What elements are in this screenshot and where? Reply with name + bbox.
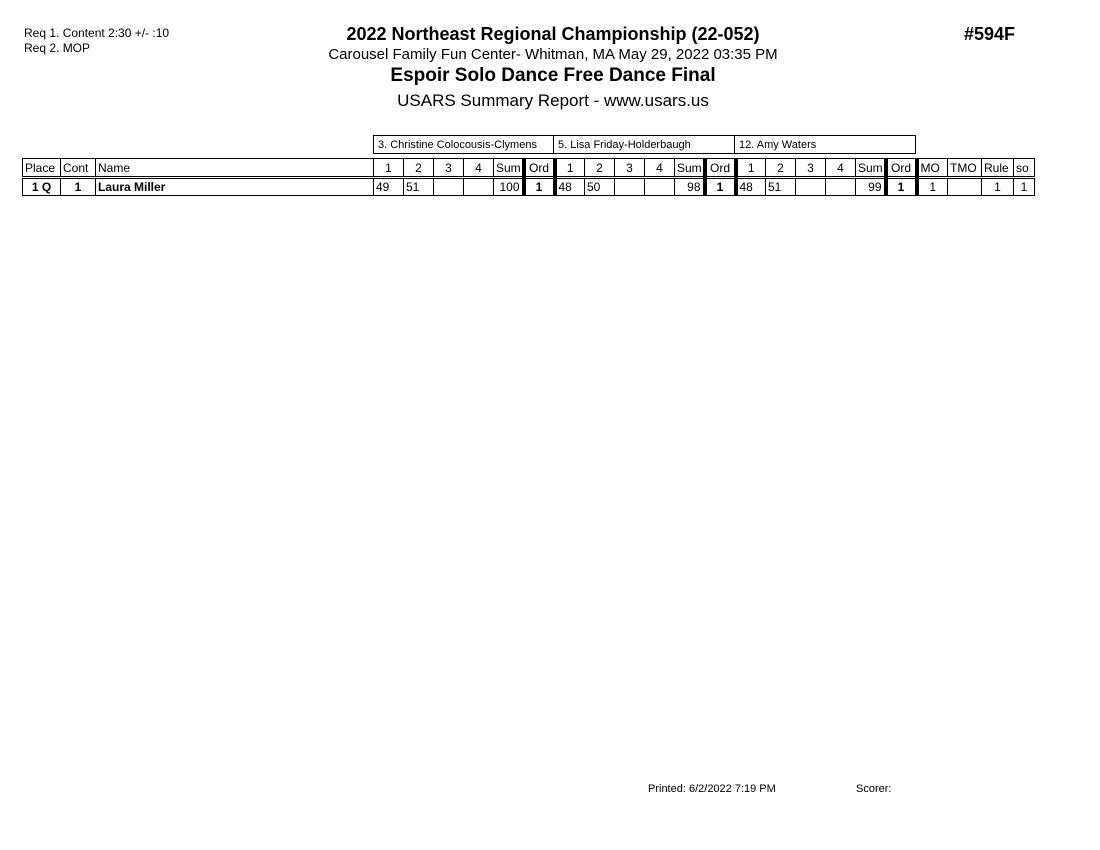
rule-header: Rule — [981, 158, 1014, 179]
judge-3-score: 51 — [765, 177, 796, 196]
judge-3-score — [825, 177, 856, 196]
judge-3-score: 1 — [883, 177, 917, 196]
judge-1-col-header: 2 — [403, 158, 434, 179]
judge-2-col-header: 4 — [644, 158, 675, 179]
judge-2-score: 48 — [552, 177, 585, 196]
judge-2-score: 1 — [702, 177, 736, 196]
report-title: USARS Summary Report - www.usars.us — [397, 91, 709, 110]
judge-1-score: 51 — [403, 177, 434, 196]
judge-1-col-header: Sum — [493, 158, 524, 179]
rule-cell: 1 — [981, 177, 1014, 196]
table-header-row: Place Cont Name 1 2 3 4 Sum Ord 1 2 3 4 Sum Ord 1 2 3 4 Sum… — [22, 158, 1035, 179]
judge-2-score — [644, 177, 675, 196]
name-cell: Laura Miller — [95, 177, 374, 196]
tmo-cell — [947, 177, 982, 196]
judge-3-col-header: 4 — [825, 158, 856, 179]
event-title: Espoir Solo Dance Free Dance Final — [390, 65, 716, 86]
judge-3-col-header: Sum — [855, 158, 886, 179]
so-header: so — [1013, 158, 1035, 179]
judge-2-col-header: 1 — [552, 158, 585, 179]
judge-2-col-header: Ord — [702, 158, 736, 179]
judge-2-score: 98 — [674, 177, 705, 196]
judge-2-score: 50 — [584, 177, 615, 196]
event-number: #594F — [964, 24, 1016, 44]
so-cell: 1 — [1013, 177, 1035, 196]
venue-date: Carousel Family Fun Center- Whitman, MA … — [328, 46, 778, 63]
judge-1-score: 100 — [493, 177, 524, 196]
judge-3-score: 99 — [855, 177, 886, 196]
place-header: Place — [22, 158, 61, 179]
judge-name: 12. Amy Waters — [734, 135, 916, 154]
requirement-1: Req 1. Content 2:30 +/- :10 — [24, 26, 170, 40]
judge-3-col-header: 2 — [765, 158, 796, 179]
place-cell: 1 Q — [22, 177, 61, 196]
judge-2-col-header: Sum — [674, 158, 705, 179]
judge-1-score: 49 — [373, 177, 404, 196]
tmo-header: TMO — [947, 158, 982, 179]
judge-3-col-header: 1 — [733, 158, 766, 179]
judge-1-col-header: 1 — [373, 158, 404, 179]
judge-2-col-header: 3 — [614, 158, 645, 179]
judge-name: 5. Lisa Friday-Holderbaugh — [553, 135, 735, 154]
results-table: Place Cont Name 1 2 3 4 Sum Ord 1 2 3 4 Sum Ord 1 2 3 4 Sum… — [22, 158, 1035, 196]
mo-cell: 1 — [914, 177, 948, 196]
judge-1-score — [463, 177, 494, 196]
judge-2-col-header: 2 — [584, 158, 615, 179]
judge-3-score — [795, 177, 826, 196]
requirement-2: Req 2. MOP — [24, 41, 91, 55]
judge-1-score — [433, 177, 464, 196]
mo-header: MO — [914, 158, 948, 179]
competition-title: 2022 Northeast Regional Championship (22… — [346, 24, 760, 44]
judge-2-score — [614, 177, 645, 196]
table-row: 1 Q 1 Laura Miller 49 51 100 1 48 50 98 1 48 51 99 1 1 1… — [22, 177, 1035, 196]
cont-header: Cont — [60, 158, 96, 179]
name-header: Name — [95, 158, 374, 179]
judge-1-col-header: Ord — [521, 158, 555, 179]
judge-3-score: 48 — [733, 177, 766, 196]
scorer-label: Scorer: — [856, 783, 892, 795]
judge-name: 3. Christine Colocousis-Clymens — [373, 135, 554, 154]
judge-1-col-header: 4 — [463, 158, 494, 179]
printed-timestamp: Printed: 6/2/2022 7:19 PM — [648, 783, 776, 795]
judge-1-score: 1 — [521, 177, 555, 196]
judge-3-col-header: Ord — [883, 158, 917, 179]
judge-1-col-header: 3 — [433, 158, 464, 179]
judge-3-col-header: 3 — [795, 158, 826, 179]
judges-header: 3. Christine Colocousis-Clymens 5. Lisa … — [373, 135, 916, 154]
cont-cell: 1 — [60, 177, 96, 196]
